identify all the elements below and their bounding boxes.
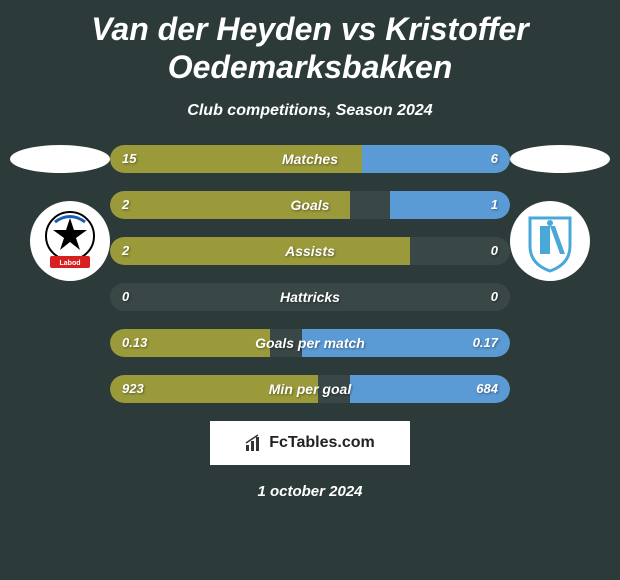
stat-row: Goals2 1 [110,191,510,219]
stat-value-left: 0 [122,283,129,311]
brand-text: FcTables.com [269,434,375,452]
brand-footer: FcTables.com [210,421,410,465]
comparison-date: 1 october 2024 [0,483,620,500]
stat-row: Min per goal923 684 [110,375,510,403]
stat-value-right: 1 [491,191,498,219]
stat-value-left: 0.13 [122,329,147,357]
stat-row: Assists2 0 [110,237,510,265]
shield-left-icon: Labod [35,206,105,276]
stat-value-left: 2 [122,191,129,219]
stat-label: Hattricks [110,283,510,311]
stat-value-right: 0 [491,283,498,311]
player-left-ellipse [10,145,110,173]
player-right-ellipse [510,145,610,173]
club-logo-left: Labod [30,201,110,281]
stat-label: Matches [110,145,510,173]
comparison-subtitle: Club competitions, Season 2024 [0,102,620,120]
stat-value-left: 2 [122,237,129,265]
club-logo-right [510,201,590,281]
stat-value-left: 923 [122,375,144,403]
stat-row: Matches15 6 [110,145,510,173]
stats-bars: Matches156Goals21Assists20Hattricks00Goa… [110,145,510,403]
stat-row: Goals per match0.13 0.17 [110,329,510,357]
svg-text:Labod: Labod [60,260,81,267]
stat-label: Goals [110,191,510,219]
stat-label: Assists [110,237,510,265]
stat-value-left: 15 [122,145,136,173]
stat-label: Min per goal [110,375,510,403]
stat-value-right: 684 [476,375,498,403]
stat-label: Goals per match [110,329,510,357]
stat-value-right: 0 [491,237,498,265]
comparison-content: Labod Matches156Goals21Assists20Hattrick… [0,145,620,403]
shield-right-icon [515,206,585,276]
chart-icon [245,434,263,452]
stat-value-right: 0.17 [473,329,498,357]
stat-value-right: 6 [491,145,498,173]
comparison-title: Van der Heyden vs Kristoffer Oedemarksba… [0,0,620,92]
stat-row: Hattricks0 0 [110,283,510,311]
